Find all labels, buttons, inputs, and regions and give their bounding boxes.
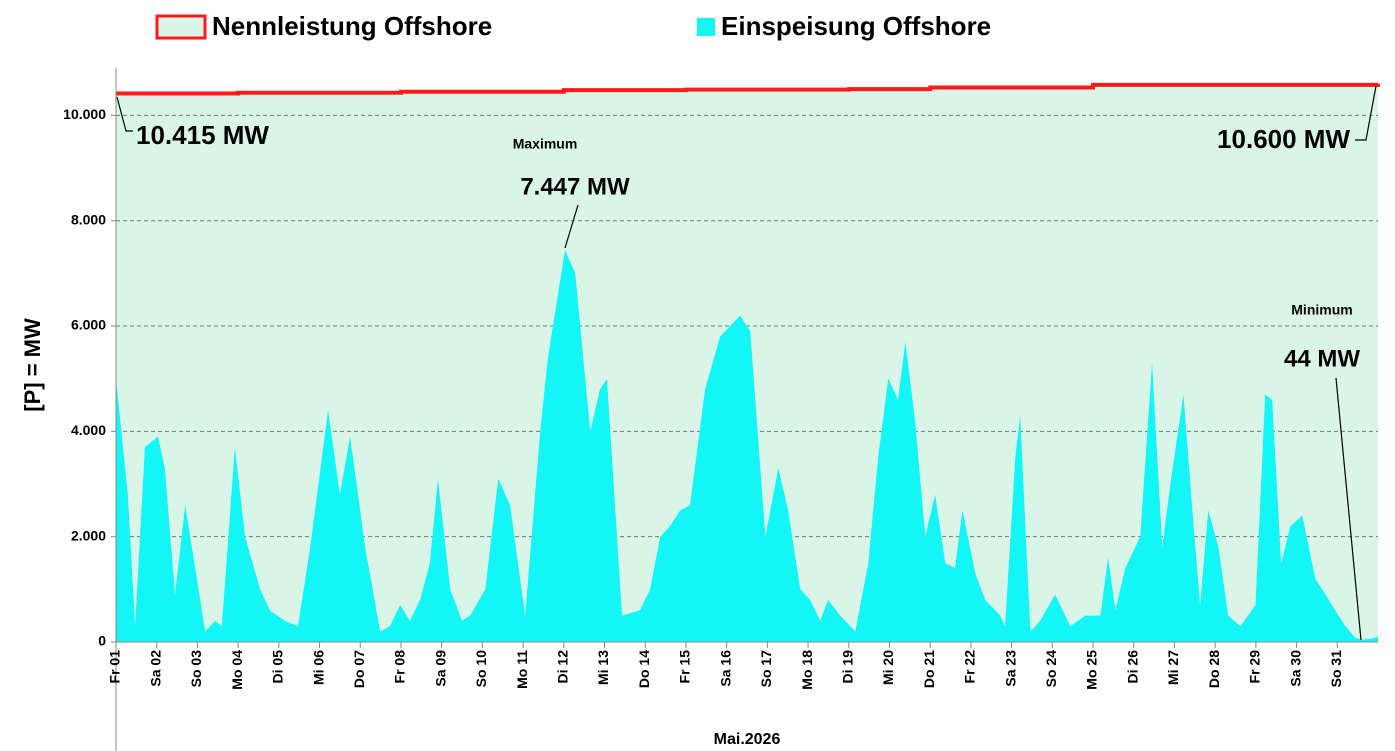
y-tick-label: 10.000 [63,106,106,122]
x-tick-label: Di 26 [1124,650,1140,684]
x-tick-label: Do 28 [1206,650,1222,688]
annotation-leader [1355,85,1377,141]
x-tick-label: So 10 [473,650,489,688]
x-tick-label: Mi 27 [1165,650,1181,685]
x-tick-label: Mi 06 [310,650,326,685]
y-tick-label: 2.000 [71,527,106,543]
x-tick-label: Fr 22 [962,650,978,684]
annotation: 10.600 MW [1217,124,1350,154]
capacity-line [116,82,1380,96]
x-tick-label: Di 05 [270,650,286,684]
y-tick-label: 8.000 [71,211,106,227]
x-tick-label: Mo 18 [799,650,815,690]
x-tick-label: Mo 11 [514,650,530,689]
legend-label: Einspeisung Offshore [721,11,991,41]
y-axis-title: [P] = MW [20,318,45,412]
x-tick-label: Mo 04 [229,650,245,690]
x-tick-label: Sa 09 [432,650,448,687]
x-tick-label: Sa 16 [717,650,733,687]
annotation: 44 MW [1284,345,1360,372]
x-tick-label: So 31 [1328,650,1344,688]
x-tick-label: Mi 20 [880,650,896,685]
x-axis-title: Mai.2026 [714,731,781,748]
y-tick-label: 6.000 [71,317,106,333]
annotation: 7.447 MW [520,173,630,200]
x-tick-label: Do 14 [636,650,652,688]
x-tick-label: Fr 08 [392,650,408,684]
annotation-leader [1335,377,1362,641]
annotation: Minimum [1291,302,1352,318]
x-tick-label: Mo 25 [1084,650,1100,690]
legend-swatch [155,14,207,40]
x-tick-label: Fr 15 [677,650,693,684]
x-tick-label: Sa 23 [1002,650,1018,687]
x-tick-label: Do 21 [921,650,937,688]
annotation: Maximum [513,136,578,152]
annotation: 10.415 MW [136,120,269,150]
x-tick-label: Sa 02 [147,650,163,687]
x-tick-label: Sa 30 [1287,650,1303,687]
x-tick-label: Fr 29 [1247,650,1263,684]
legend-swatch [697,18,715,36]
legend-label: Nennleistung Offshore [212,11,492,41]
feed-in-area [116,249,1378,642]
x-tick-label: So 24 [1043,650,1059,688]
x-tick-label: Di 12 [555,650,571,684]
y-tick-label: 4.000 [71,422,106,438]
x-tick-label: Di 19 [839,650,855,684]
x-tick-label: Fr 01 [107,650,123,684]
x-tick-label: So 17 [758,650,774,688]
y-tick-label: 0 [98,633,106,649]
annotation-leader [116,96,133,132]
x-tick-label: So 03 [188,650,204,688]
x-tick-label: Mi 13 [595,650,611,685]
annotation-leader [564,204,579,249]
x-tick-label: Do 07 [351,650,367,688]
